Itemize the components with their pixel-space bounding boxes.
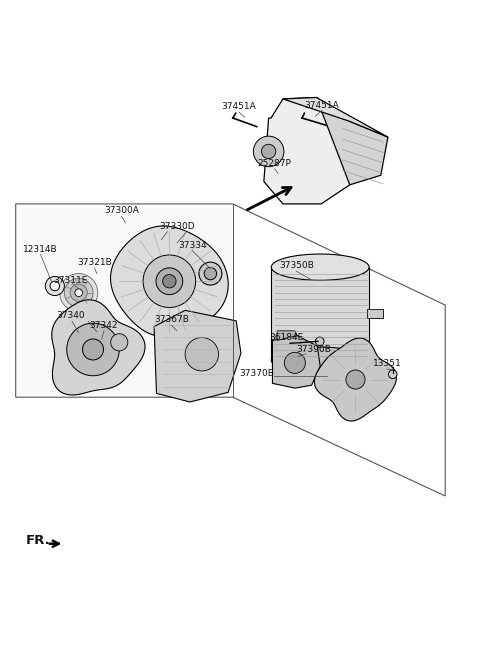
Text: 37451A: 37451A bbox=[222, 102, 256, 112]
Circle shape bbox=[199, 262, 222, 285]
Circle shape bbox=[253, 136, 284, 167]
Circle shape bbox=[204, 268, 216, 280]
Text: 37367B: 37367B bbox=[154, 316, 189, 324]
Ellipse shape bbox=[271, 254, 369, 280]
Text: 37300A: 37300A bbox=[104, 207, 139, 215]
Text: 12314B: 12314B bbox=[23, 245, 58, 254]
Circle shape bbox=[185, 338, 218, 371]
Polygon shape bbox=[316, 98, 388, 185]
Circle shape bbox=[60, 274, 98, 312]
Circle shape bbox=[315, 337, 324, 346]
Circle shape bbox=[284, 352, 305, 373]
Text: 13351: 13351 bbox=[372, 359, 401, 368]
Polygon shape bbox=[314, 338, 396, 421]
Text: 37311E: 37311E bbox=[53, 276, 87, 285]
Polygon shape bbox=[52, 300, 145, 395]
Text: 37342: 37342 bbox=[90, 321, 118, 330]
Circle shape bbox=[64, 278, 93, 307]
Circle shape bbox=[111, 334, 128, 351]
Circle shape bbox=[83, 339, 104, 360]
Circle shape bbox=[70, 284, 87, 301]
Polygon shape bbox=[367, 309, 384, 318]
Polygon shape bbox=[273, 336, 320, 388]
Polygon shape bbox=[110, 226, 228, 337]
Polygon shape bbox=[283, 98, 388, 137]
Text: 37370B: 37370B bbox=[239, 369, 274, 378]
Circle shape bbox=[346, 370, 365, 389]
Circle shape bbox=[50, 281, 60, 291]
Text: 37451A: 37451A bbox=[305, 100, 339, 110]
Polygon shape bbox=[264, 98, 360, 204]
Text: 37340: 37340 bbox=[56, 312, 85, 320]
Circle shape bbox=[45, 276, 64, 296]
Polygon shape bbox=[277, 331, 297, 340]
Polygon shape bbox=[21, 208, 232, 394]
Circle shape bbox=[75, 289, 83, 297]
Circle shape bbox=[388, 370, 397, 379]
Circle shape bbox=[156, 268, 183, 295]
Ellipse shape bbox=[271, 347, 369, 373]
Polygon shape bbox=[271, 267, 369, 360]
Text: 37350B: 37350B bbox=[279, 261, 314, 270]
Polygon shape bbox=[154, 310, 241, 402]
Polygon shape bbox=[67, 323, 119, 376]
Circle shape bbox=[262, 144, 276, 159]
Text: 37334: 37334 bbox=[178, 241, 206, 250]
Text: 36184E: 36184E bbox=[270, 333, 304, 342]
Circle shape bbox=[163, 275, 176, 288]
Text: 25287P: 25287P bbox=[257, 159, 291, 168]
Polygon shape bbox=[143, 255, 196, 308]
Text: 37390B: 37390B bbox=[297, 345, 331, 354]
Text: FR.: FR. bbox=[25, 534, 50, 546]
Text: 37321B: 37321B bbox=[77, 258, 112, 267]
Text: 37330D: 37330D bbox=[159, 222, 195, 231]
